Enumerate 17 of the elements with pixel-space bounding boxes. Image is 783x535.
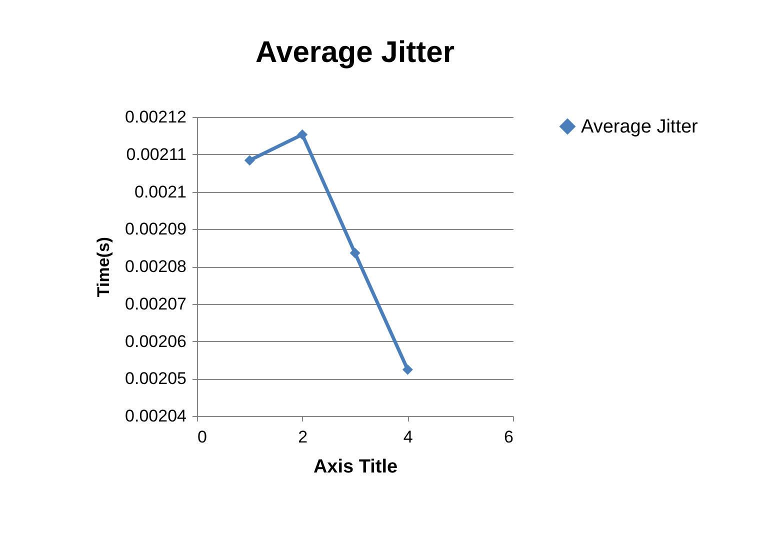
y-axis-title: Time(s): [94, 236, 114, 298]
y-tick-label: 0.00212: [125, 108, 186, 126]
y-tick-label: 0.00208: [125, 257, 186, 276]
chart-title: Average Jitter: [256, 36, 455, 69]
x-axis-title: Axis Title: [313, 456, 398, 478]
y-tick-label: 0.00209: [125, 220, 186, 239]
x-tick-label: 6: [504, 428, 514, 446]
legend-label: Average Jitter: [581, 116, 699, 138]
x-tick-label: 2: [298, 428, 308, 446]
x-tick-label: 4: [403, 428, 413, 446]
x-tick-label: 0: [198, 428, 207, 446]
y-tick-label: 0.00207: [125, 294, 186, 314]
y-tick-label: 0.00211: [126, 144, 186, 164]
y-tick-label: 0.00205: [125, 369, 186, 388]
y-tick-label: 0.0021: [134, 182, 186, 202]
y-tick-label: 0.00204: [125, 406, 186, 426]
y-tick-label: 0.00206: [125, 332, 186, 351]
